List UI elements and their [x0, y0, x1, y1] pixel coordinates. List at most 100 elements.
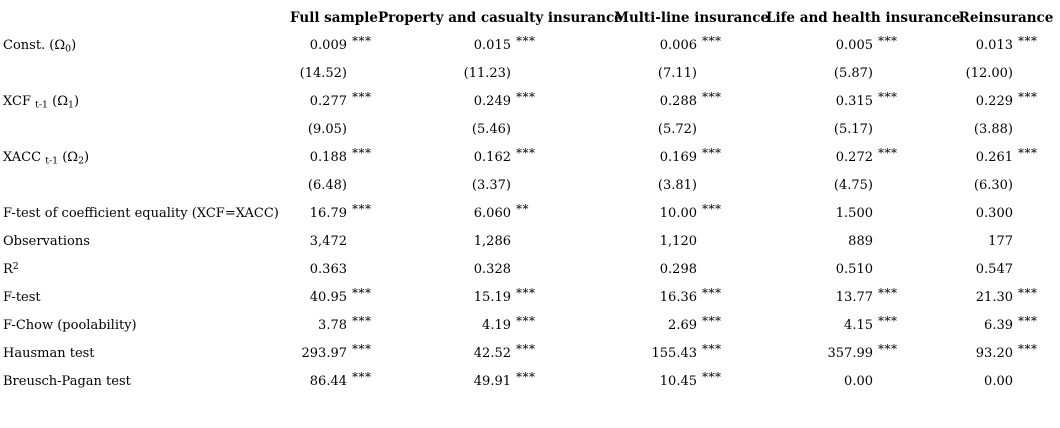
value-cell: 93.20 *** — [975, 341, 1038, 362]
value-cell: 0.510 — [766, 256, 956, 284]
cell-value: 0.005 — [835, 38, 873, 53]
row-label-text: ) — [71, 38, 77, 53]
cell-value: 0.006 — [659, 38, 697, 53]
cell-value: (4.75) — [833, 178, 873, 193]
row-label: Observations — [0, 228, 290, 256]
table-row: F-test of coefficient equality (XCF=XACC… — [0, 200, 1056, 228]
value-cell: 155.43 *** — [651, 341, 722, 362]
value-cell: 0.229 *** — [975, 89, 1038, 110]
value-cell: 0.249 *** — [473, 89, 536, 110]
cell-value: 16.36 — [659, 290, 697, 305]
row-label: Hausman test — [0, 340, 290, 368]
cell-value: 6.39 — [984, 318, 1013, 333]
row-label-text: R — [3, 262, 13, 277]
value-cell: (11.23) — [378, 60, 614, 88]
cell-value: 0.013 — [975, 38, 1013, 53]
cell-value: 3,472 — [309, 234, 347, 249]
cell-value: (5.72) — [657, 122, 697, 137]
cell-value: (11.23) — [463, 66, 511, 81]
value-cell: 0.00 — [766, 368, 956, 396]
value-cell: (5.46) — [378, 116, 614, 144]
value-cell: 0.298 — [614, 256, 766, 284]
row-label — [0, 172, 290, 200]
column-header-row-labels — [0, 4, 290, 32]
table-row: XACC t-1 (Ω2) 0.188 *** 0.162 *** 0.169 *** 0.2… — [0, 144, 1056, 172]
row-label: R2 — [0, 256, 290, 284]
cell-value: 0.315 — [835, 94, 873, 109]
row-label — [0, 116, 290, 144]
row-label-subscript: t-1 — [45, 155, 59, 167]
cell-value: (6.30) — [973, 178, 1013, 193]
row-label-text: XCF — [3, 94, 36, 109]
value-cell: 4.19 *** — [482, 313, 536, 334]
value-cell: 10.00 *** — [659, 201, 722, 222]
row-label-subscript: t-1 — [35, 99, 48, 111]
value-cell: 0.272 *** — [835, 145, 898, 166]
value-cell: 889 — [766, 228, 956, 256]
value-cell: (7.11) — [614, 60, 766, 88]
table-row: Hausman test 293.97 *** 42.52 *** 155.43 *** 35… — [0, 340, 1056, 368]
header-row: Full sample Property and casualty insura… — [0, 4, 1056, 32]
row-label-subscript: 2 — [78, 155, 85, 167]
cell-value: 0.261 — [975, 150, 1013, 165]
cell-value: (6.48) — [307, 178, 347, 193]
value-cell: 16.36 *** — [659, 285, 722, 306]
cell-value: 0.298 — [659, 262, 697, 277]
row-label-text: (Ω — [58, 150, 79, 165]
cell-value: 357.99 — [827, 346, 874, 361]
cell-value: 93.20 — [975, 346, 1013, 361]
value-cell: 177 — [956, 228, 1056, 256]
cell-value: 293.97 — [301, 346, 348, 361]
row-label: F-test — [0, 284, 290, 312]
cell-value: 0.188 — [309, 150, 347, 165]
value-cell: 40.95 *** — [309, 285, 372, 306]
row-label-text: Breusch-Pagan test — [3, 374, 131, 389]
cell-value: 0.547 — [975, 262, 1013, 277]
value-cell: 3.78 *** — [318, 313, 372, 334]
value-cell: (9.05) — [290, 116, 378, 144]
column-header-full-sample: Full sample — [290, 10, 378, 26]
value-cell: 49.91 *** — [473, 369, 536, 390]
row-label — [0, 60, 290, 88]
table-row: F-Chow (poolability) 3.78 *** 4.19 *** 2.69 **… — [0, 312, 1056, 340]
value-cell: 0.328 — [378, 256, 614, 284]
cell-value: 177 — [988, 234, 1013, 249]
row-label: XACC t-1 (Ω2) — [0, 144, 290, 172]
cell-value: (3.37) — [471, 178, 511, 193]
value-cell: (14.52) — [290, 60, 378, 88]
row-label: Const. (Ω0) — [0, 32, 290, 60]
cell-value: 21.30 — [975, 290, 1013, 305]
cell-value: 1,286 — [473, 234, 511, 249]
column-header-reinsurance: Reinsurance — [958, 10, 1054, 26]
value-cell: 0.005 *** — [835, 33, 898, 54]
row-label-text: (Ω — [48, 94, 68, 109]
column-header-multi-line: Multi-line insurance — [614, 10, 770, 26]
value-cell: 357.99 *** — [827, 341, 898, 362]
cell-value: 0.277 — [309, 94, 347, 109]
cell-value: 3.78 — [318, 318, 347, 333]
table-row: F-test 40.95 *** 15.19 *** 16.36 *** 13.77 *** 21… — [0, 284, 1056, 312]
value-cell: 0.00 — [956, 368, 1056, 396]
value-cell: (5.72) — [614, 116, 766, 144]
value-cell: 1,120 — [614, 228, 766, 256]
value-cell: 0.363 — [290, 256, 378, 284]
value-cell: 1,286 — [378, 228, 614, 256]
value-cell: 16.79 *** — [309, 201, 372, 222]
value-cell: (4.75) — [766, 172, 956, 200]
value-cell: 0.277 *** — [309, 89, 372, 110]
row-label-text: ) — [84, 150, 90, 165]
row-label-text: Hausman test — [3, 346, 95, 361]
row-label-supscript: 2 — [12, 260, 19, 272]
value-cell: (12.00) — [956, 60, 1056, 88]
cell-value: 1.500 — [835, 206, 873, 221]
value-cell: 4.15 *** — [844, 313, 898, 334]
cell-value: (3.81) — [657, 178, 697, 193]
cell-value: 1,120 — [659, 234, 697, 249]
value-cell: (6.30) — [956, 172, 1056, 200]
cell-value: 10.45 — [659, 374, 697, 389]
value-cell: 0.315 *** — [835, 89, 898, 110]
value-cell: 6.060 ** — [473, 201, 529, 222]
row-label: Breusch-Pagan test — [0, 368, 290, 396]
row-label-text: F-test of coefficient equality (XCF=XACC… — [3, 206, 279, 221]
cell-value: 0.00 — [844, 374, 873, 389]
